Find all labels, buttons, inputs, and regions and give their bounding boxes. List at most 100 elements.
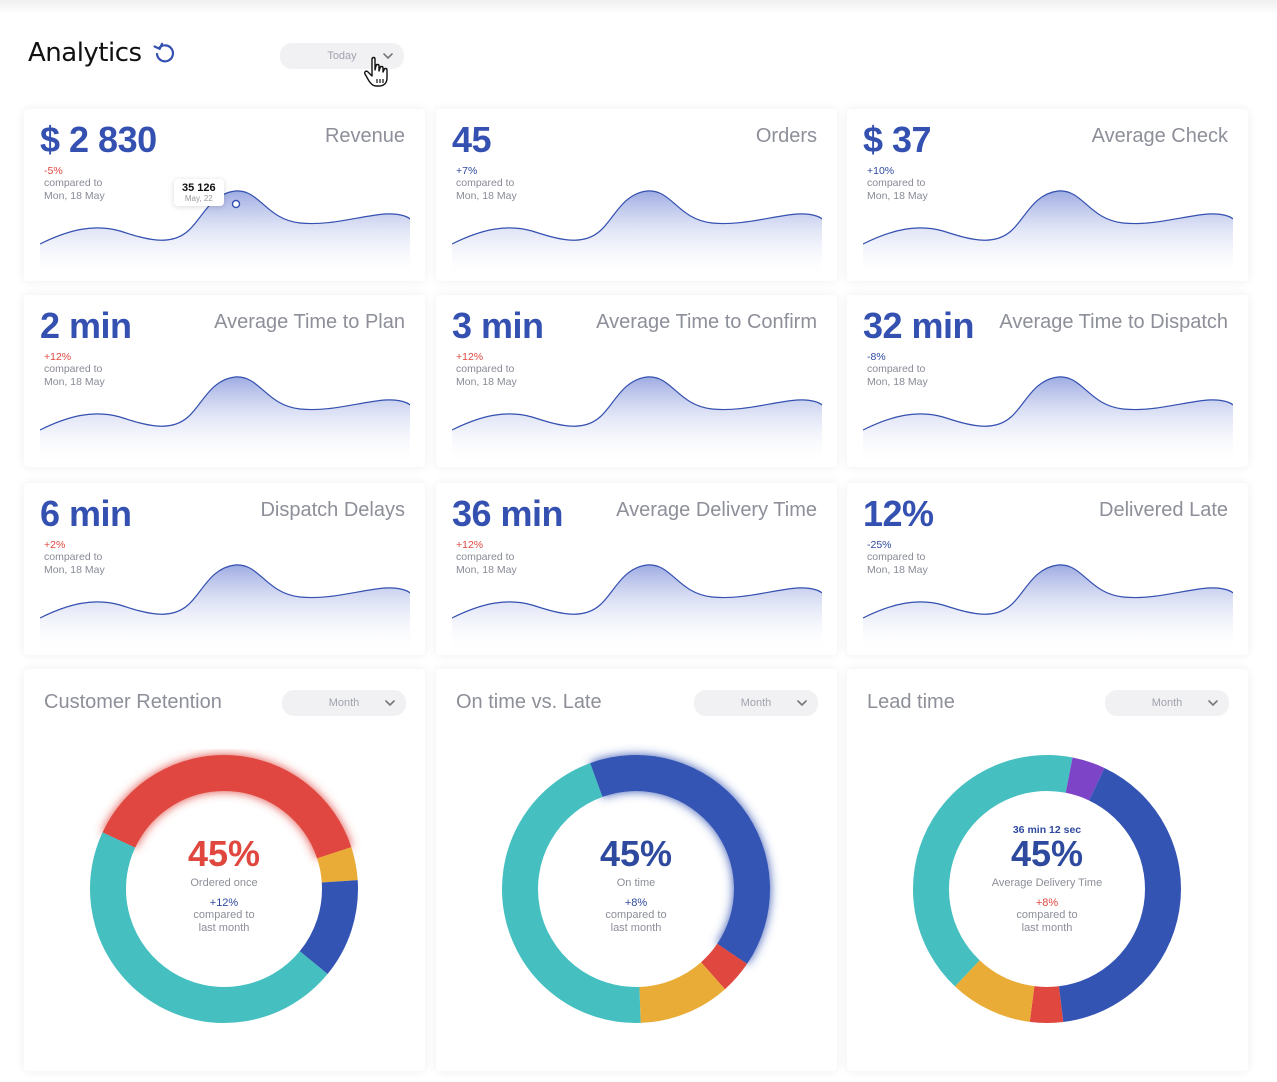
compare-text: compared to: [867, 177, 926, 189]
metric-card: 45 Orders +7% compared to Mon, 18 May: [436, 109, 837, 281]
sparkline: [40, 190, 410, 279]
sparkline-area: [452, 190, 822, 279]
donut-slice[interactable]: [638, 961, 725, 1023]
donut-compare: compared to: [193, 909, 255, 921]
sparkline-area: [40, 190, 410, 279]
date-range-value: Today: [327, 50, 357, 62]
donut-card: Customer Retention Month 45% Ordered onc…: [24, 669, 425, 1071]
period-select[interactable]: Month: [694, 690, 818, 716]
top-shade: [0, 0, 1277, 14]
donut-slice[interactable]: [1065, 757, 1105, 801]
donut-slice[interactable]: [299, 880, 358, 975]
metric-value: 45: [452, 119, 492, 160]
compare-text: compared to: [44, 177, 103, 189]
compare-text: compared to: [867, 551, 926, 563]
period-select[interactable]: Month: [1105, 690, 1229, 716]
donut-top-label: 36 min 12 sec: [1012, 824, 1082, 836]
refresh-icon[interactable]: [152, 40, 178, 66]
chevron-down-icon: [385, 700, 395, 707]
sparkline-line: [40, 564, 410, 619]
donut-slice[interactable]: [1029, 986, 1064, 1023]
metric-card: $ 37 Average Check +10% compared to Mon,…: [847, 109, 1248, 281]
metric-delta: +12%: [456, 539, 484, 551]
period-select[interactable]: Month: [282, 690, 406, 716]
compare-text: compared to: [456, 363, 515, 375]
compare-date: Mon, 18 May: [867, 564, 928, 576]
metric-compare: compared to Mon, 18 May: [456, 551, 517, 577]
sparkline: [40, 564, 410, 653]
metric-value: 3 min: [452, 305, 544, 346]
donut-percent: 45%: [599, 833, 673, 874]
metric-card: $ 2 830 Revenue -5% compared to Mon, 18 …: [24, 109, 425, 281]
chevron-down-icon: [797, 700, 807, 707]
compare-date: Mon, 18 May: [867, 190, 928, 202]
metric-card: 2 min Average Time to Plan +12% compared…: [24, 295, 425, 467]
donut-slice[interactable]: [316, 847, 358, 884]
compare-date: Mon, 18 May: [44, 190, 105, 202]
metric-card: 3 min Average Time to Confirm +12% compa…: [436, 295, 837, 467]
metric-card: 32 min Average Time to Dispatch -8% comp…: [847, 295, 1248, 467]
metric-label: Delivered Late: [1099, 499, 1228, 521]
sparkline-area: [863, 376, 1233, 465]
period-value: Month: [1151, 697, 1183, 709]
donut-slice[interactable]: [954, 959, 1035, 1022]
compare-date: Mon, 18 May: [44, 376, 105, 388]
metric-delta: +10%: [867, 165, 895, 177]
sparkline: [452, 376, 822, 465]
sparkline: [452, 564, 822, 653]
metric-label: Orders: [755, 125, 817, 147]
donut-slice[interactable]: [102, 755, 352, 859]
donut-slice[interactable]: [913, 755, 1073, 987]
sparkline-area: [863, 190, 1233, 279]
metric-compare: compared to Mon, 18 May: [867, 551, 928, 577]
metric-compare: compared to Mon, 18 May: [867, 177, 928, 203]
compare-date: Mon, 18 May: [44, 564, 105, 576]
compare-text: compared to: [456, 177, 515, 189]
donut-slice[interactable]: [502, 763, 641, 1023]
tooltip-value: 35 126: [182, 182, 216, 194]
donut-slice[interactable]: [1058, 767, 1181, 1022]
donut-title: Customer Retention: [44, 691, 222, 713]
donut-percent: 45%: [187, 833, 261, 874]
donut-period: last month: [198, 922, 250, 934]
chevron-down-icon: [383, 53, 393, 60]
compare-date: Mon, 18 May: [867, 376, 928, 388]
metric-compare: compared to Mon, 18 May: [456, 177, 517, 203]
sparkline-area: [40, 376, 410, 465]
metric-card: 36 min Average Delivery Time +12% compar…: [436, 483, 837, 655]
sparkline-line: [452, 376, 822, 431]
donut-chart: [90, 755, 358, 1023]
sparkline-line: [40, 190, 410, 245]
metric-delta: +12%: [456, 351, 484, 363]
chevron-down-icon: [1208, 700, 1218, 707]
sparkline: [863, 190, 1233, 279]
donut-caption: Ordered once: [190, 877, 258, 889]
date-range-select[interactable]: Today: [280, 43, 404, 69]
sparkline-marker[interactable]: [231, 199, 241, 209]
metric-compare: compared to Mon, 18 May: [44, 363, 105, 389]
metric-label: Average Time to Plan: [214, 311, 405, 333]
donut-compare: compared to: [605, 909, 667, 921]
sparkline-tooltip: 35 126 May, 22: [174, 179, 224, 206]
metric-label: Average Delivery Time: [616, 499, 817, 521]
metric-value: 6 min: [40, 493, 132, 534]
sparkline-line: [863, 564, 1233, 619]
donut-caption: On time: [616, 877, 656, 889]
metric-compare: compared to Mon, 18 May: [44, 551, 105, 577]
page-title: Analytics: [28, 38, 142, 68]
donut-slice[interactable]: [700, 943, 748, 990]
sparkline-area: [452, 564, 822, 653]
metric-delta: -8%: [867, 351, 886, 363]
metric-value: 12%: [863, 493, 934, 534]
metric-card: 6 min Dispatch Delays +2% compared to Mo…: [24, 483, 425, 655]
metric-value: $ 37: [863, 119, 932, 160]
period-value: Month: [328, 697, 360, 709]
donut-slice[interactable]: [90, 832, 328, 1023]
donut-caption: Average Delivery Time: [991, 877, 1103, 889]
donut-delta: +12%: [209, 897, 239, 909]
donut-slice[interactable]: [590, 755, 770, 964]
compare-text: compared to: [44, 363, 103, 375]
metric-compare: compared to Mon, 18 May: [44, 177, 105, 203]
metric-delta: +2%: [44, 539, 66, 551]
period-value: Month: [740, 697, 772, 709]
